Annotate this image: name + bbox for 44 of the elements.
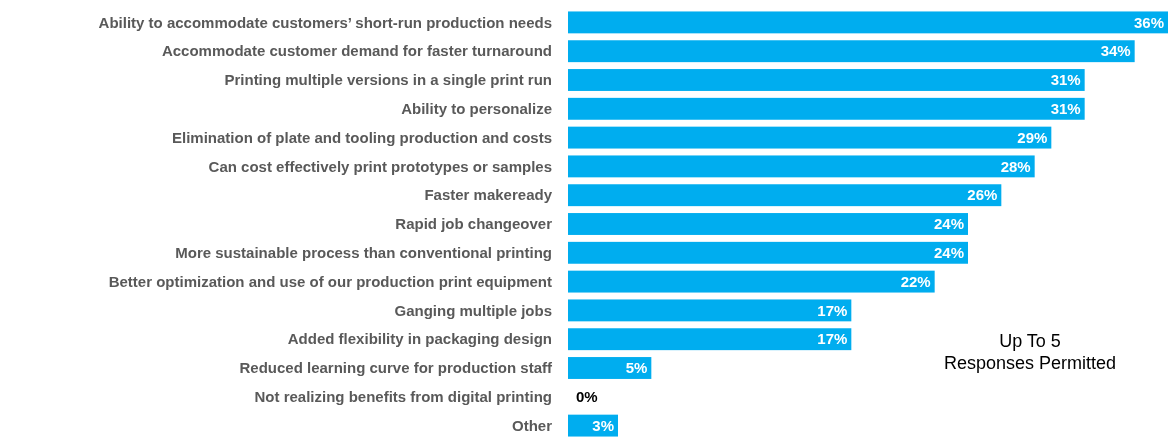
data-label: 34%: [1100, 42, 1131, 60]
bar: [568, 328, 852, 351]
data-label: 36%: [1133, 13, 1164, 31]
data-label: 28%: [1000, 157, 1031, 175]
y-tick-label: Can cost effectively print prototypes or samples: [208, 157, 552, 175]
data-label: 29%: [1017, 128, 1048, 146]
y-tick-label: Not realizing benefits from digital printing: [254, 388, 552, 406]
annotation: Up To 5 Responses Permitted: [943, 331, 1117, 373]
data-label: 5%: [625, 359, 648, 377]
bar: [568, 155, 1035, 178]
y-tick-label: Printing multiple versions in a single print run: [224, 71, 552, 89]
data-label: 22%: [900, 272, 931, 290]
bar: [568, 241, 968, 264]
y-tick-label: Added flexibility in packaging design: [287, 330, 552, 348]
bar: [568, 69, 1085, 91]
y-tick-label: Rapid job changeover: [395, 215, 553, 233]
bar: [568, 126, 1052, 149]
y-tick-label: Ability to personalize: [401, 100, 552, 118]
bar: [568, 11, 1168, 34]
y-tick-label: Accommodate customer demand for faster turnaround: [161, 42, 552, 60]
data-label: 31%: [1050, 71, 1081, 89]
data-label: 26%: [967, 186, 998, 204]
data-label: 24%: [933, 244, 964, 262]
bar: [568, 270, 935, 293]
y-tick-label: Ability to accommodate customers’ short-run production needs: [98, 13, 552, 31]
y-tick-label: Ganging multiple jobs: [394, 301, 552, 319]
y-tick-label: More sustainable process than conventional printing: [175, 244, 552, 262]
data-label: 31%: [1050, 100, 1081, 118]
bar: [568, 97, 1085, 120]
data-label: 17%: [817, 330, 848, 348]
bar: [568, 40, 1135, 63]
y-tick-label: Other: [511, 416, 553, 434]
bar: [568, 184, 1002, 207]
y-tick-label: Reduced learning curve for production staff: [239, 359, 553, 377]
data-label: 3%: [592, 416, 614, 434]
data-label: 24%: [933, 215, 964, 233]
y-tick-label: Elimination of plate and tooling production and costs: [172, 128, 552, 146]
bar: [568, 213, 968, 235]
y-tick-label: Faster makeready: [424, 186, 553, 204]
bar: [568, 299, 852, 322]
data-label: 17%: [817, 301, 848, 319]
data-label: 0%: [576, 388, 598, 406]
bar: [568, 357, 652, 379]
y-tick-label: Better optimization and use of our production print equipment: [108, 272, 552, 290]
